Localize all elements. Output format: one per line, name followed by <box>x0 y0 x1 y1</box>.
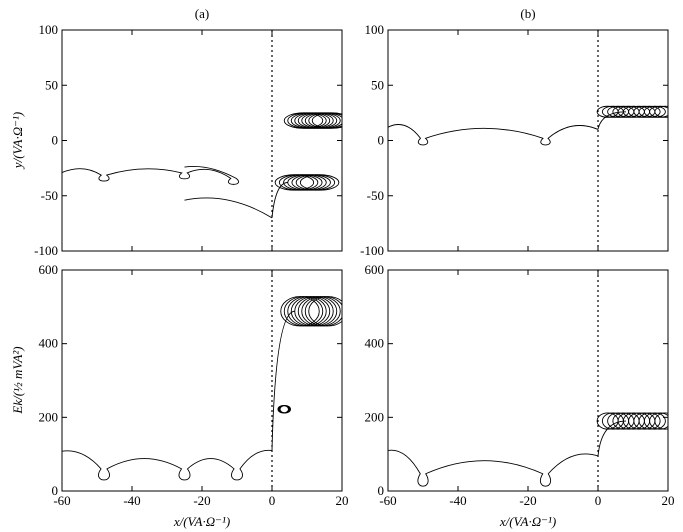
panel-a: 100 50 0 -50 -100 <box>34 22 343 258</box>
x-tick-label: -40 <box>449 493 466 508</box>
x-tick-label: -20 <box>193 493 210 508</box>
x-tick-label: -20 <box>519 493 536 508</box>
gyration-loop <box>654 412 668 430</box>
y-tick-label: 100 <box>365 22 385 37</box>
x-tick-label: -40 <box>123 493 140 508</box>
y-tick-label: 0 <box>52 483 59 498</box>
trajectory-path <box>62 166 239 185</box>
y-tick-label: 200 <box>365 409 385 424</box>
trajectory-group <box>62 296 342 481</box>
y-tick-label: 0 <box>52 133 59 148</box>
plot-frame <box>387 29 669 252</box>
trajectory-path <box>184 197 273 219</box>
y-tick-label: -100 <box>360 243 384 258</box>
gyration-loop <box>311 112 342 129</box>
panel-label-a: (a) <box>195 6 209 21</box>
gyration-loop <box>638 105 661 118</box>
y-axis-label-top: y/(VA·Ω⁻¹) <box>10 112 25 170</box>
gyration-loop <box>649 412 668 430</box>
trajectory-path <box>62 449 273 481</box>
gyration-loop <box>643 412 666 430</box>
y-tick-label: 200 <box>39 409 59 424</box>
x-tick-label: -60 <box>53 493 70 508</box>
y-tick-label: 400 <box>365 336 385 351</box>
gyration-loop <box>279 405 291 414</box>
y-tick-label: -50 <box>367 188 384 203</box>
x-tick-label: 20 <box>662 493 675 508</box>
x-axis-label-right: x/(VA·Ω⁻¹) <box>499 514 556 529</box>
trajectory-group <box>62 112 342 219</box>
y-tick-label: 600 <box>365 262 385 277</box>
gyration-loop <box>649 105 668 118</box>
x-tick-label: -60 <box>379 493 396 508</box>
y-tick-label: 400 <box>39 336 59 351</box>
y-tick-label: 50 <box>371 77 384 92</box>
panel-b: 100 50 0 -50 -100 <box>360 22 669 258</box>
y-tick-label: 100 <box>39 22 59 37</box>
plot-frame <box>387 269 669 492</box>
y-tick-label: 0 <box>378 133 385 148</box>
trajectory-group <box>388 105 668 146</box>
gyration-loop <box>308 296 342 327</box>
trajectory-path <box>388 449 599 487</box>
gyration-loop <box>638 412 661 430</box>
y-tick-label: -100 <box>34 243 58 258</box>
panel-label-b: (b) <box>520 6 535 21</box>
x-axis-label-left: x/(VA·Ω⁻¹) <box>173 514 230 529</box>
y-tick-label: 600 <box>39 262 59 277</box>
gyration-loop <box>654 105 668 118</box>
x-tick-label: 0 <box>269 493 276 508</box>
trajectory-path <box>388 124 599 146</box>
trajectory-connector <box>271 182 288 218</box>
trajectory-connector <box>597 420 627 457</box>
x-tick-label: 20 <box>336 493 349 508</box>
trajectory-connector <box>271 310 295 451</box>
x-tick-label: 0 <box>595 493 602 508</box>
plot-frame <box>61 269 343 492</box>
y-tick-label: -50 <box>41 188 58 203</box>
trajectory-group <box>388 412 668 487</box>
gyration-loop <box>643 105 666 118</box>
y-tick-label: 50 <box>45 77 58 92</box>
gyration-loop <box>299 174 340 191</box>
y-axis-label-bottom: Ek/(½ mVA²) <box>10 346 25 414</box>
y-tick-label: 0 <box>378 483 385 498</box>
plot-frame <box>61 29 343 252</box>
